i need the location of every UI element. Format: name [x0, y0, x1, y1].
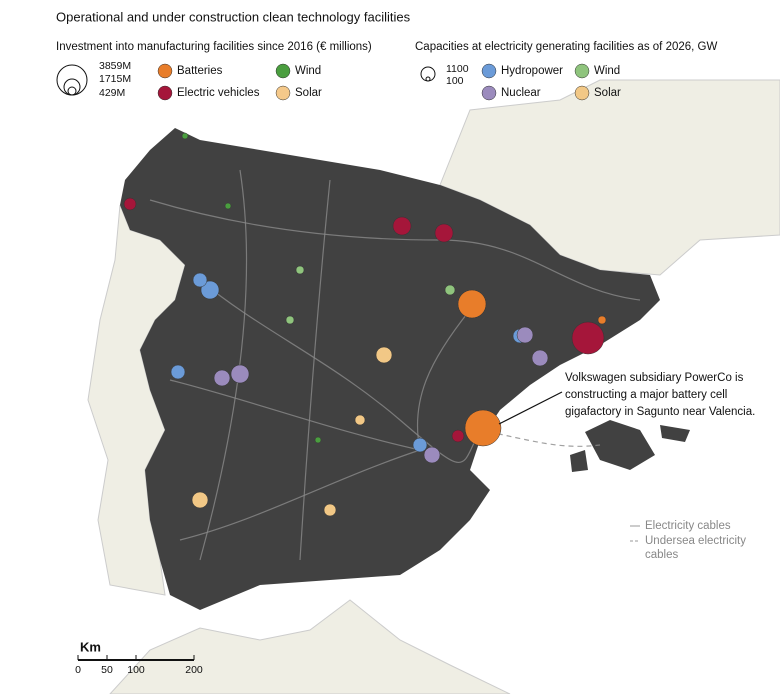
scale-label: 200 — [185, 664, 203, 676]
legend-label: Hydropower — [501, 65, 563, 77]
balearic-islands — [570, 420, 690, 472]
size-legend — [56, 64, 436, 96]
annotation: Volkswagen subsidiary PowerCo is — [565, 372, 744, 384]
annotation: gigafactory in Sagunto near Valencia. — [565, 406, 755, 418]
legend-label: Wind — [594, 65, 620, 77]
scale-label: 100 — [127, 664, 145, 676]
legend-label: Electric vehicles — [177, 87, 260, 99]
facilities — [123, 132, 607, 517]
scale-label: 50 — [101, 664, 113, 676]
size-label: 1100 — [446, 63, 469, 75]
legend-label: Solar — [295, 87, 322, 99]
africa — [109, 599, 511, 694]
annotation: constructing a major battery cell — [565, 389, 727, 401]
scale-label: 0 — [75, 664, 81, 676]
size-label: 429M — [99, 87, 125, 99]
size-label: 1715M — [99, 73, 131, 85]
legend-label: Batteries — [177, 65, 223, 77]
legend-swatch — [157, 63, 173, 79]
title: Operational and under construction clean… — [56, 9, 411, 24]
legend-swatch — [275, 85, 291, 101]
legend-label: Solar — [594, 87, 621, 99]
legend-swatch — [481, 85, 497, 101]
scale-unit: Km — [80, 639, 101, 654]
legend-swatch — [574, 63, 590, 79]
cable-label: cables — [645, 549, 678, 561]
legend-title: Investment into manufacturing facilities… — [56, 41, 372, 53]
cable-label: Electricity cables — [645, 520, 731, 532]
size-label: 100 — [446, 75, 464, 87]
size-label: 3859M — [99, 60, 131, 72]
legend-swatch — [574, 85, 590, 101]
cable-label: Undersea electricity — [645, 535, 746, 547]
legend-swatch — [275, 63, 291, 79]
annotation-line — [498, 391, 563, 425]
legend-swatch — [481, 63, 497, 79]
legend-swatch — [157, 85, 173, 101]
spain — [120, 128, 660, 610]
legend-label: Nuclear — [501, 87, 541, 99]
legend-label: Wind — [295, 65, 321, 77]
legend-title: Capacities at electricity generating fac… — [415, 41, 717, 53]
